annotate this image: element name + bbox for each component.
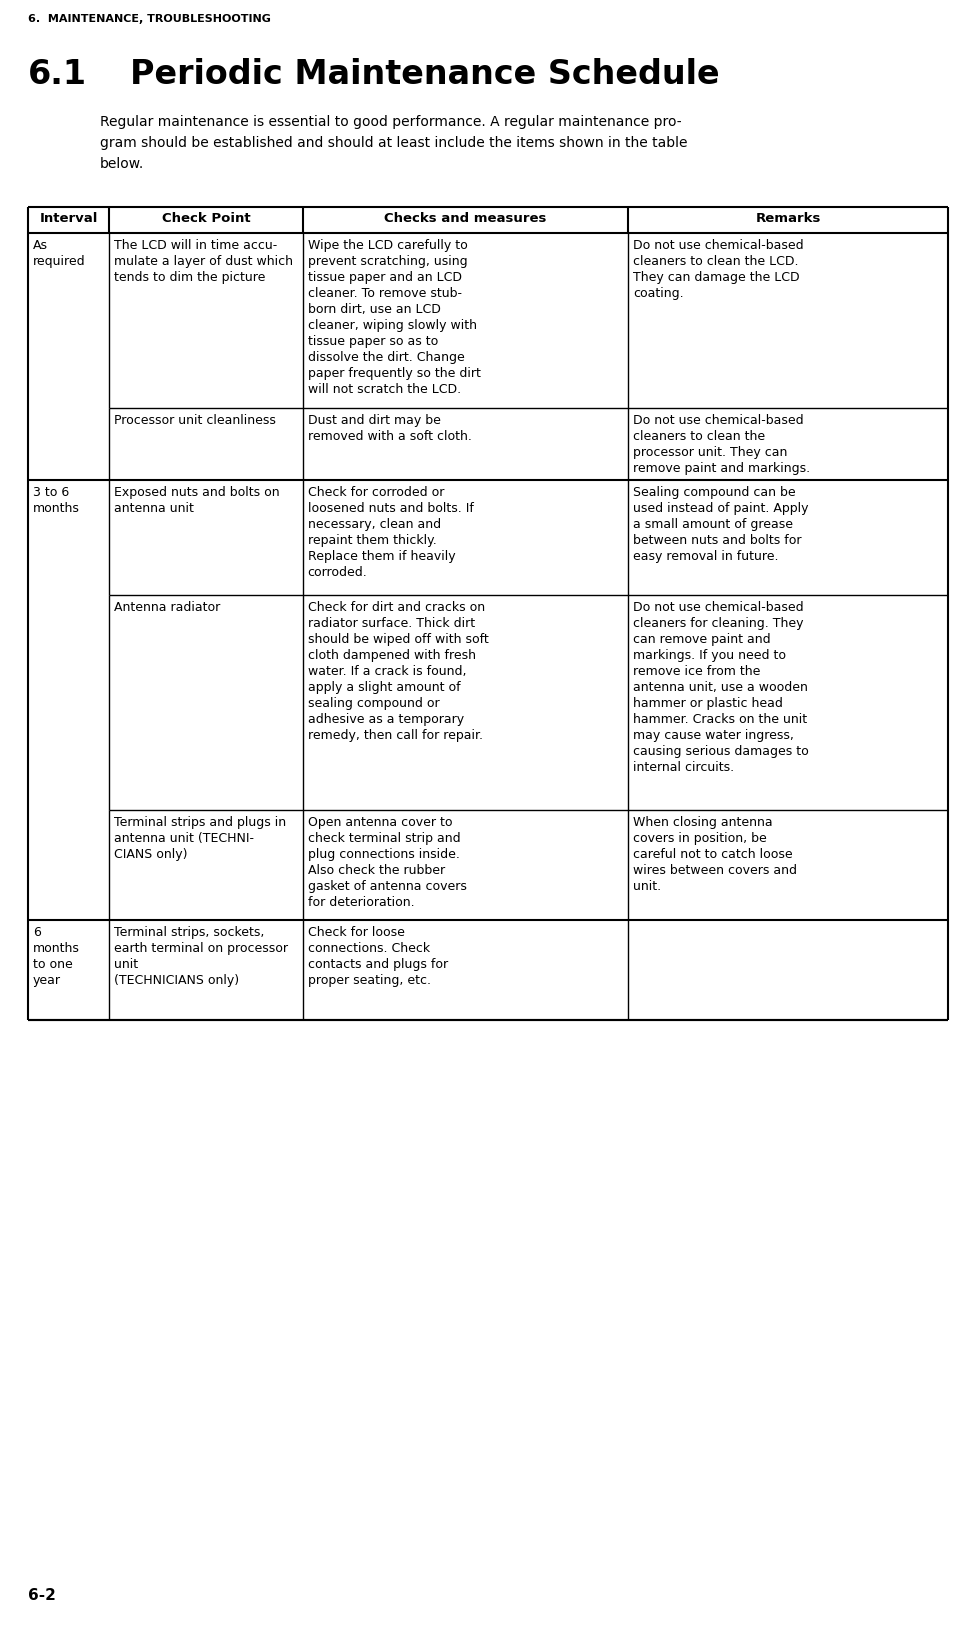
Text: Regular maintenance is essential to good performance. A regular maintenance pro-: Regular maintenance is essential to good… [100,115,682,129]
Text: Check for loose
connections. Check
contacts and plugs for
proper seating, etc.: Check for loose connections. Check conta… [308,926,448,987]
Text: Dust and dirt may be
removed with a soft cloth.: Dust and dirt may be removed with a soft… [308,413,472,443]
Text: Do not use chemical-based
cleaners to clean the
processor unit. They can
remove : Do not use chemical-based cleaners to cl… [633,413,810,475]
Text: Do not use chemical-based
cleaners to clean the LCD.
They can damage the LCD
coa: Do not use chemical-based cleaners to cl… [633,239,803,300]
Text: Periodic Maintenance Schedule: Periodic Maintenance Schedule [130,57,720,90]
Text: Terminal strips and plugs in
antenna unit (TECHNI-
CIANS only): Terminal strips and plugs in antenna uni… [114,816,287,860]
Text: 6.1: 6.1 [28,57,87,90]
Text: Interval: Interval [39,211,98,225]
Text: Exposed nuts and bolts on
antenna unit: Exposed nuts and bolts on antenna unit [114,485,280,515]
Text: 6-2: 6-2 [28,1587,56,1601]
Text: When closing antenna
covers in position, be
careful not to catch loose
wires bet: When closing antenna covers in position,… [633,816,797,893]
Text: Wipe the LCD carefully to
prevent scratching, using
tissue paper and an LCD
clea: Wipe the LCD carefully to prevent scratc… [308,239,481,395]
Text: The LCD will in time accu-
mulate a layer of dust which
tends to dim the picture: The LCD will in time accu- mulate a laye… [114,239,293,284]
Text: Sealing compound can be
used instead of paint. Apply
a small amount of grease
be: Sealing compound can be used instead of … [633,485,808,562]
Text: Check for dirt and cracks on
radiator surface. Thick dirt
should be wiped off wi: Check for dirt and cracks on radiator su… [308,600,488,741]
Text: Terminal strips, sockets,
earth terminal on processor
unit
(TECHNICIANS only): Terminal strips, sockets, earth terminal… [114,926,289,987]
Text: 3 to 6
months: 3 to 6 months [33,485,80,515]
Text: below.: below. [100,157,144,170]
Text: Antenna radiator: Antenna radiator [114,600,220,613]
Text: Do not use chemical-based
cleaners for cleaning. They
can remove paint and
marki: Do not use chemical-based cleaners for c… [633,600,809,774]
Text: Processor unit cleanliness: Processor unit cleanliness [114,413,276,426]
Text: As
required: As required [33,239,86,267]
Text: Check Point: Check Point [162,211,251,225]
Text: 6
months
to one
year: 6 months to one year [33,926,80,987]
Text: Open antenna cover to
check terminal strip and
plug connections inside.
Also che: Open antenna cover to check terminal str… [308,816,467,908]
Text: gram should be established and should at least include the items shown in the ta: gram should be established and should at… [100,136,687,149]
Text: Remarks: Remarks [756,211,821,225]
Text: Check for corroded or
loosened nuts and bolts. If
necessary, clean and
repaint t: Check for corroded or loosened nuts and … [308,485,474,579]
Text: Checks and measures: Checks and measures [384,211,547,225]
Text: 6.  MAINTENANCE, TROUBLESHOOTING: 6. MAINTENANCE, TROUBLESHOOTING [28,15,271,25]
